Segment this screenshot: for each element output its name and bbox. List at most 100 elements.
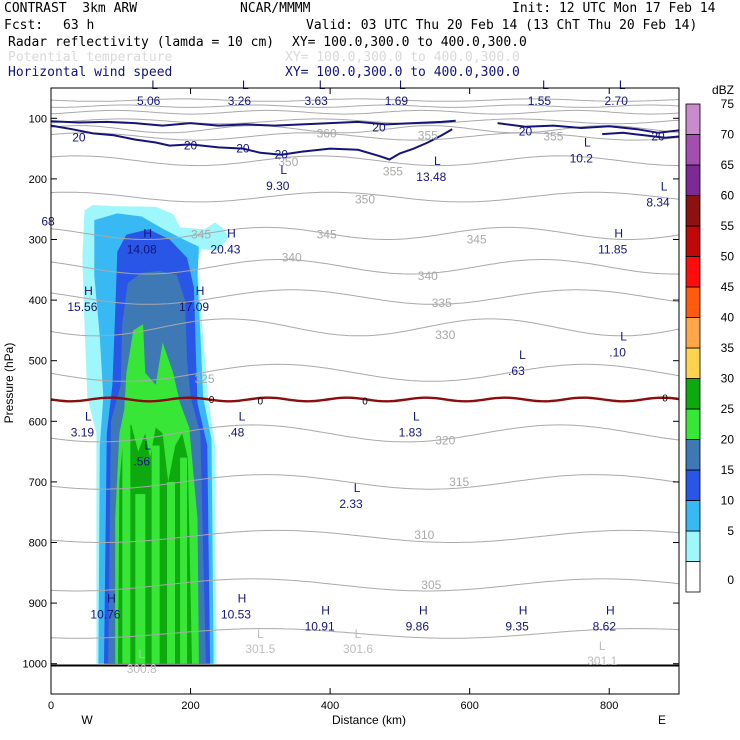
- theta-contour-label: 315: [449, 475, 469, 489]
- theta-contour-label: 350: [278, 155, 298, 169]
- field-theta-xy: XY= 100.0,300.0 to 400.0,300.0: [285, 50, 520, 65]
- colorbar-swatch: [685, 164, 701, 196]
- wind-contour-label: 20: [519, 125, 533, 139]
- extremum-marker: H: [238, 591, 247, 605]
- extremum-marker: L: [413, 410, 420, 424]
- colorbar-swatch: [685, 286, 701, 318]
- theta-contour-label: 345: [317, 228, 337, 242]
- extremum-marker: L: [151, 78, 158, 92]
- west-label: W: [81, 713, 93, 727]
- wind-contour-label: 20: [651, 129, 665, 143]
- extremum-marker: L: [85, 410, 92, 424]
- colorbar-label: 70: [721, 128, 735, 142]
- extremum-value: 1.69: [385, 94, 409, 108]
- field-wind-label: Horizontal wind speed: [8, 65, 173, 80]
- x-tick-label: 400: [321, 700, 339, 712]
- y-axis-label: Pressure (hPa): [2, 343, 16, 424]
- extremum-value: 17.09: [179, 300, 209, 314]
- extremum-marker: H: [321, 603, 330, 617]
- extremum-value: 9.86: [406, 619, 430, 633]
- extremum-value: .56: [133, 455, 150, 469]
- extremum-value: .10: [609, 346, 626, 360]
- extremum-value: 2.70: [605, 94, 629, 108]
- extremum-marker: L: [242, 78, 249, 92]
- y-tick-label: 700: [29, 477, 47, 489]
- extremum-marker: L: [354, 481, 361, 495]
- theta-contour-line: [51, 132, 679, 141]
- theta-contour-line: [51, 474, 679, 490]
- colorbar-label: 50: [721, 250, 735, 264]
- colorbar-label: 45: [721, 280, 735, 294]
- theta-extremum-value: 301.5: [245, 642, 275, 656]
- y-tick-label: 100: [29, 113, 47, 125]
- wind-contour-label: 20: [372, 120, 386, 134]
- colorbar-unit: dBZ: [712, 83, 734, 97]
- extremum-value: 15.56: [67, 300, 97, 314]
- theta-contour-line: [51, 98, 679, 102]
- theta-contour-line: [51, 118, 679, 125]
- x-tick-label: 600: [460, 700, 478, 712]
- theta-contour-line: [51, 155, 679, 167]
- x-tick-label: 0: [48, 700, 54, 712]
- colorbar-label: 55: [721, 219, 735, 233]
- edge-value-label: 68: [41, 214, 55, 228]
- theta-contour-label: 360: [317, 126, 337, 140]
- wind-contour-label: 20: [275, 148, 289, 162]
- extremum-value: 2.33: [339, 497, 363, 511]
- extremum-value: 8.34: [646, 195, 670, 209]
- y-tick-label: 400: [29, 295, 47, 307]
- forecast-hours: 63 h: [63, 18, 95, 33]
- extremum-marker: H: [227, 227, 236, 241]
- colorbar-swatch: [685, 530, 701, 562]
- extremum-value: 20.43: [210, 243, 240, 257]
- extremum-marker: H: [143, 227, 152, 241]
- colorbar-swatch: [685, 256, 701, 288]
- extremum-value: 14.08: [127, 243, 157, 257]
- extremum-marker: H: [614, 227, 623, 241]
- freezing-level-label: 0: [258, 397, 264, 408]
- theta-contour-line: [51, 318, 679, 337]
- reflectivity-25dbz-streak: [135, 494, 146, 664]
- colorbar-swatch: [685, 195, 701, 227]
- wind-20ms-contour: [497, 122, 679, 134]
- extremum-value: .63: [508, 364, 525, 378]
- extremum-marker: H: [196, 284, 205, 298]
- colorbar-label: 60: [721, 189, 735, 203]
- colorbar-swatch: [685, 439, 701, 471]
- extremum-marker: L: [542, 78, 549, 92]
- experiment-title: CONTRAST 3km ARW: [4, 1, 138, 16]
- theta-extremum-marker: L: [138, 647, 145, 661]
- freezing-level: [51, 396, 679, 667]
- colorbar-swatch: [685, 317, 701, 349]
- extremum-value: 11.85: [598, 243, 627, 257]
- colorbar-label: 15: [721, 463, 735, 477]
- y-tick-label: 200: [29, 174, 47, 186]
- colorbar-swatch: [685, 561, 701, 593]
- extremum-marker: L: [620, 330, 627, 344]
- theta-extremum-marker: L: [355, 627, 362, 641]
- extremum-marker: L: [434, 154, 441, 168]
- wind-contour-label: 20: [184, 139, 198, 153]
- theta-contour-label: 345: [467, 233, 487, 247]
- wind-20ms-contour: [51, 124, 453, 161]
- extremum-value: 3.19: [71, 426, 95, 440]
- field-wind-xy: XY= 100.0,300.0 to 400.0,300.0: [285, 65, 520, 80]
- init-time: Init: 12 UTC Mon 17 Feb 14: [512, 1, 716, 16]
- theta-contour-label: 320: [435, 434, 455, 448]
- extremum-marker: L: [280, 163, 287, 177]
- x-tick-label: 200: [181, 700, 199, 712]
- y-tick-label: 800: [29, 538, 47, 550]
- east-label: E: [658, 713, 666, 727]
- theta-extremum-marker: L: [257, 627, 264, 641]
- extremum-marker: H: [606, 603, 615, 617]
- theta-contour-label: 350: [355, 193, 375, 207]
- freezing-level-line: [51, 396, 679, 403]
- plot-frame: [50, 87, 680, 695]
- colorbar-label: 5: [727, 524, 734, 538]
- y-tick-label: 300: [29, 235, 47, 247]
- x-tick-label: 800: [600, 700, 618, 712]
- wind-contour-label: 20: [236, 142, 250, 156]
- extremum-value: 8.62: [593, 619, 617, 633]
- extremum-marker: L: [319, 78, 326, 92]
